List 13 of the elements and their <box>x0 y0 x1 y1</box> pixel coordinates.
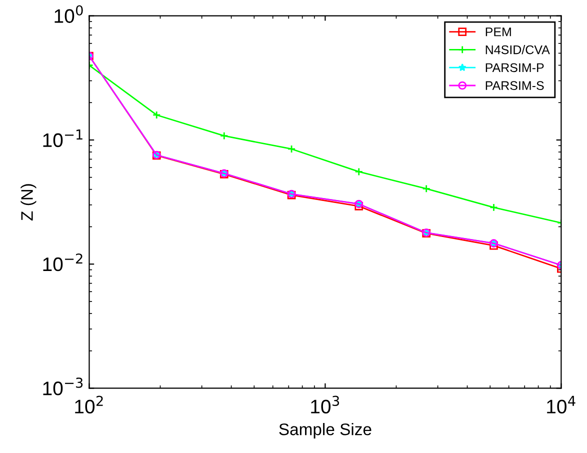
x-tick-label: 10$^{4}$ <box>547 396 576 414</box>
y-tick-label: 10$^{−2}$ <box>43 253 82 272</box>
y-tick-label: 10$^{0}$ <box>54 5 83 23</box>
legend-label: N4SID/CVA <box>486 45 550 54</box>
x-tick-label: 10$^{2}$ <box>75 396 103 414</box>
legend-label: PARSIM-P <box>486 63 544 72</box>
y-axis-title: Z (N) <box>20 184 36 220</box>
legend-label: PARSIM-S <box>486 81 544 90</box>
x-tick-label: 10$^{3}$ <box>311 396 340 414</box>
legend-label: PEM <box>486 28 511 36</box>
x-axis-title: Sample Size <box>279 423 372 439</box>
y-tick-label: 10$^{−3}$ <box>43 378 83 396</box>
y-tick-label: 10$^{−1}$ <box>43 130 82 148</box>
